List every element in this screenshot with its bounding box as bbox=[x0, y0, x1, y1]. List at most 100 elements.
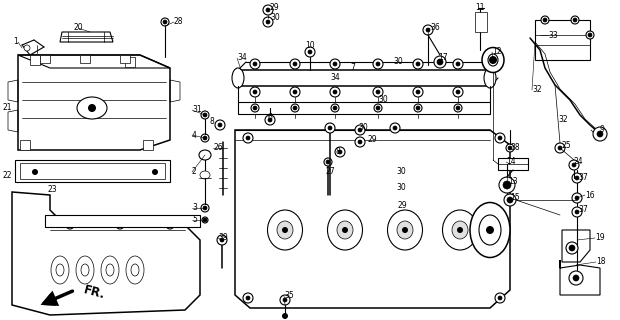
Circle shape bbox=[243, 133, 253, 143]
Text: 11: 11 bbox=[476, 4, 485, 12]
Circle shape bbox=[376, 62, 380, 66]
Text: 21: 21 bbox=[2, 103, 12, 113]
Circle shape bbox=[376, 90, 380, 94]
Ellipse shape bbox=[484, 68, 496, 88]
Text: 30: 30 bbox=[393, 58, 403, 67]
Circle shape bbox=[572, 163, 576, 167]
Circle shape bbox=[266, 8, 270, 12]
Text: 1: 1 bbox=[13, 37, 18, 46]
Circle shape bbox=[573, 18, 577, 22]
Circle shape bbox=[575, 196, 579, 200]
Ellipse shape bbox=[277, 221, 293, 239]
Circle shape bbox=[68, 223, 72, 227]
Text: FR.: FR. bbox=[82, 283, 107, 301]
Circle shape bbox=[498, 136, 502, 140]
Text: 20: 20 bbox=[73, 23, 83, 33]
Ellipse shape bbox=[470, 203, 510, 258]
Circle shape bbox=[246, 136, 250, 140]
Circle shape bbox=[324, 158, 332, 166]
Circle shape bbox=[486, 226, 494, 234]
Ellipse shape bbox=[488, 54, 498, 66]
Text: 28: 28 bbox=[174, 18, 184, 27]
Circle shape bbox=[504, 194, 516, 206]
Circle shape bbox=[416, 62, 420, 66]
Bar bbox=[238, 102, 490, 114]
Circle shape bbox=[555, 143, 565, 153]
Text: 6: 6 bbox=[268, 114, 273, 123]
Circle shape bbox=[373, 59, 383, 69]
Circle shape bbox=[453, 59, 463, 69]
Circle shape bbox=[243, 293, 253, 303]
Circle shape bbox=[161, 18, 169, 26]
Circle shape bbox=[333, 90, 337, 94]
Ellipse shape bbox=[479, 215, 501, 245]
Circle shape bbox=[290, 87, 300, 97]
Circle shape bbox=[218, 123, 222, 127]
Text: 33: 33 bbox=[548, 30, 558, 39]
Circle shape bbox=[266, 20, 270, 24]
Bar bbox=[80, 55, 90, 63]
Circle shape bbox=[416, 106, 420, 110]
Bar bbox=[20, 163, 165, 179]
Ellipse shape bbox=[327, 210, 363, 250]
Text: 10: 10 bbox=[305, 41, 315, 50]
Circle shape bbox=[575, 176, 579, 180]
Circle shape bbox=[413, 59, 423, 69]
Ellipse shape bbox=[56, 264, 64, 276]
Text: 7: 7 bbox=[350, 63, 355, 73]
Circle shape bbox=[569, 245, 575, 251]
Circle shape bbox=[290, 59, 300, 69]
Circle shape bbox=[434, 56, 446, 68]
Circle shape bbox=[280, 295, 290, 305]
Circle shape bbox=[263, 17, 273, 27]
Text: 23: 23 bbox=[48, 186, 58, 195]
Circle shape bbox=[558, 146, 562, 150]
Circle shape bbox=[246, 296, 250, 300]
Text: 3: 3 bbox=[192, 204, 197, 212]
Circle shape bbox=[586, 31, 594, 39]
FancyArrowPatch shape bbox=[40, 291, 73, 306]
Circle shape bbox=[308, 50, 312, 54]
Circle shape bbox=[251, 104, 259, 112]
Text: 18: 18 bbox=[596, 258, 606, 267]
Bar bbox=[125, 57, 135, 67]
Circle shape bbox=[499, 177, 515, 193]
Circle shape bbox=[588, 33, 592, 37]
Circle shape bbox=[283, 298, 287, 302]
Circle shape bbox=[202, 217, 208, 223]
Circle shape bbox=[217, 235, 227, 245]
Text: 30: 30 bbox=[358, 124, 368, 132]
Text: 30: 30 bbox=[270, 13, 280, 22]
Circle shape bbox=[456, 62, 460, 66]
Ellipse shape bbox=[81, 264, 89, 276]
Circle shape bbox=[201, 134, 209, 142]
Circle shape bbox=[118, 223, 122, 227]
Bar bbox=[30, 55, 40, 65]
Circle shape bbox=[293, 90, 297, 94]
Circle shape bbox=[572, 173, 582, 183]
Circle shape bbox=[507, 197, 513, 203]
Text: 35: 35 bbox=[284, 292, 294, 300]
Ellipse shape bbox=[106, 264, 114, 276]
Circle shape bbox=[489, 56, 497, 64]
Text: 36: 36 bbox=[430, 23, 440, 33]
Circle shape bbox=[495, 293, 505, 303]
Circle shape bbox=[305, 47, 315, 57]
Circle shape bbox=[326, 160, 330, 164]
Circle shape bbox=[168, 223, 172, 227]
Ellipse shape bbox=[232, 68, 244, 88]
Bar bbox=[20, 140, 30, 150]
Text: 8: 8 bbox=[210, 117, 215, 126]
Text: 32: 32 bbox=[558, 116, 568, 124]
Circle shape bbox=[342, 227, 348, 233]
Circle shape bbox=[330, 59, 340, 69]
Bar bbox=[535, 20, 590, 60]
Circle shape bbox=[328, 126, 332, 130]
Circle shape bbox=[423, 25, 433, 35]
Circle shape bbox=[572, 193, 582, 203]
Circle shape bbox=[498, 296, 502, 300]
Circle shape bbox=[358, 128, 362, 132]
Circle shape bbox=[453, 87, 463, 97]
Ellipse shape bbox=[452, 221, 468, 239]
Ellipse shape bbox=[131, 264, 139, 276]
